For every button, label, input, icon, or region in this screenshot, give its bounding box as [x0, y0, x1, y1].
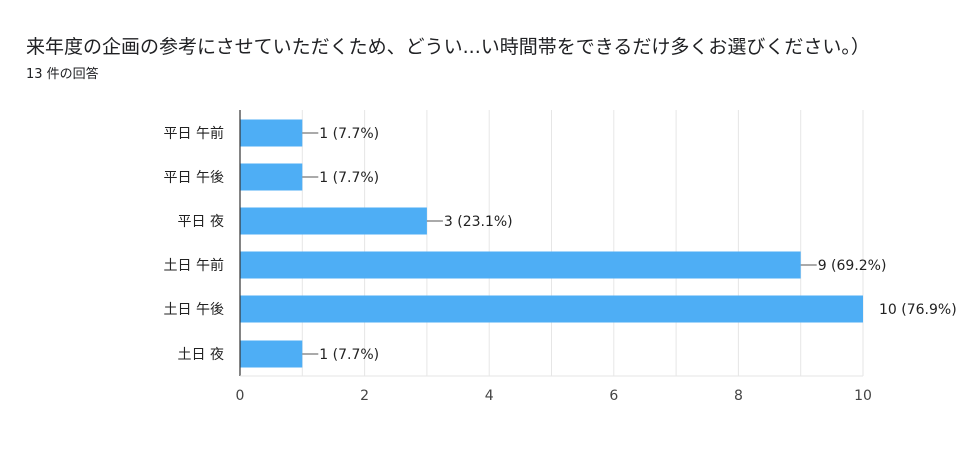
bar[interactable]: [240, 163, 303, 191]
x-tick-label: 0: [236, 388, 245, 404]
question-title: 来年度の企画の参考にさせていただくため、どうい...い時間帯をできるだけ多くお選…: [26, 36, 870, 58]
x-tick-label: 2: [360, 388, 369, 404]
bar[interactable]: [240, 119, 303, 147]
data-label: 1 (7.7%): [319, 126, 379, 142]
category-label: 土日 午前: [164, 257, 224, 274]
data-label: 9 (69.2%): [818, 258, 887, 274]
category-label: 土日 夜: [178, 347, 224, 363]
labels: 0 2 4 6 8 10 平日 午前 1 (7.7%) 平日 午後 1 (7.7%) 平日 夜 3 (…: [164, 125, 957, 404]
data-label: 1 (7.7%): [319, 170, 379, 186]
category-label: 平日 午前: [164, 125, 224, 142]
bar[interactable]: [240, 207, 427, 235]
category-label: 土日 午後: [164, 302, 224, 318]
bar[interactable]: [240, 340, 303, 368]
data-label: 1 (7.7%): [319, 347, 379, 363]
response-count: 13 件の回答: [26, 67, 99, 82]
bar[interactable]: [240, 251, 801, 279]
x-tick-label: 6: [609, 388, 618, 404]
category-label: 平日 夜: [178, 214, 224, 230]
bars: [240, 119, 863, 368]
x-tick-label: 8: [734, 388, 743, 404]
x-tick-label: 4: [485, 388, 494, 404]
data-label: 10 (76.9%): [879, 302, 957, 318]
data-label: 3 (23.1%): [444, 214, 513, 230]
axes: [239, 110, 863, 377]
x-tick-label: 10: [854, 388, 872, 404]
bar[interactable]: [240, 295, 863, 323]
grid-lines: [301, 110, 864, 376]
category-label: 平日 午後: [164, 170, 224, 186]
